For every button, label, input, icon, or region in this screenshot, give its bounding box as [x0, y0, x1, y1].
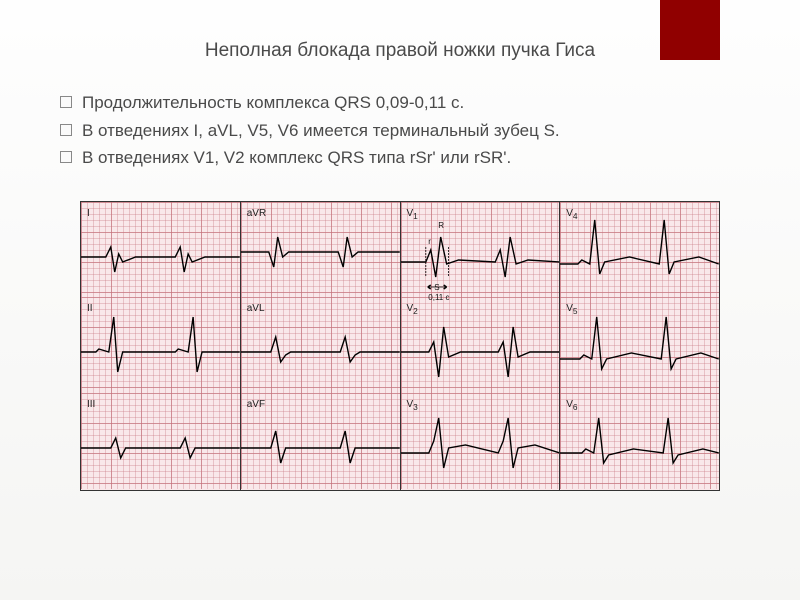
ecg-lead-aVR: aVR [241, 202, 400, 298]
ecg-trace [560, 297, 719, 393]
lead-label: aVF [247, 399, 265, 410]
lead-label: I [87, 208, 90, 219]
lead-label: V3 [407, 399, 418, 412]
ecg-annotation: r [428, 237, 431, 246]
lead-label: aVR [247, 208, 266, 219]
ecg-lead-V: V6 [560, 393, 719, 489]
lead-label: aVL [247, 303, 265, 314]
lead-label: V2 [407, 303, 418, 316]
ecg-trace [81, 202, 240, 298]
lead-label: V5 [566, 303, 577, 316]
slide: Неполная блокада правой ножки пучка Гиса… [0, 0, 800, 600]
ecg-lead-V: V5 [560, 297, 719, 393]
ecg-trace [560, 202, 719, 298]
ecg-column: IIIIII [81, 202, 241, 490]
ecg-lead-V: V2 [401, 297, 560, 393]
ecg-arrows [401, 202, 560, 298]
ecg-column: aVR aVL aVF [241, 202, 401, 490]
ecg-annotation: R [438, 221, 444, 230]
bullet-list: Продолжительность комплекса QRS 0,09-0,1… [50, 90, 750, 171]
ecg-trace [401, 297, 560, 393]
ecg-lead-V: V4 [560, 202, 719, 298]
lead-label: III [87, 399, 95, 410]
ecg-lead-V: V1RrS0,11 с [401, 202, 560, 298]
ecg-lead-V: V3 [401, 393, 560, 489]
ecg-trace [81, 393, 240, 489]
ecg-trace [401, 393, 560, 489]
ecg-lead-II: II [81, 297, 240, 393]
ecg-lead-aVF: aVF [241, 393, 400, 489]
ecg-trace [560, 393, 719, 489]
bullet-item: В отведениях V1, V2 комплекс QRS типа rS… [60, 145, 750, 171]
bullet-item: Продолжительность комплекса QRS 0,09-0,1… [60, 90, 750, 116]
accent-bar [660, 0, 720, 60]
slide-title: Неполная блокада правой ножки пучка Гиса [50, 40, 750, 62]
lead-label: II [87, 303, 93, 314]
ecg-trace [81, 297, 240, 393]
lead-label: V1 [407, 208, 418, 221]
ecg-column: V4 V5 V6 [560, 202, 719, 490]
lead-label: V4 [566, 208, 577, 221]
ecg-lead-III: III [81, 393, 240, 489]
ecg-lead-aVL: aVL [241, 297, 400, 393]
ecg-grid: IIIIIIaVRaVLaVFV1RrS0,11 сV2V3V4V5V6 [80, 201, 720, 491]
bullet-item: В отведениях I, aVL, V5, V6 имеется терм… [60, 118, 750, 144]
ecg-annotation: 0,11 с [428, 293, 449, 302]
ecg-annotation: S [434, 283, 439, 292]
ecg-column: V1 Rr S0,11 с V2 V3 [401, 202, 561, 490]
ecg-lead-I: I [81, 202, 240, 298]
lead-label: V6 [566, 399, 577, 412]
